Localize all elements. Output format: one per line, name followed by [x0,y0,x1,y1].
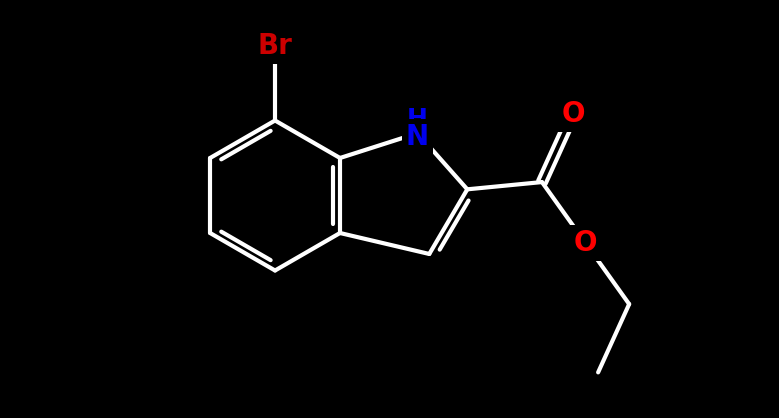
Text: Br: Br [258,31,292,59]
Text: O: O [561,100,585,128]
Text: N: N [406,123,429,151]
Text: H: H [407,107,428,131]
Text: O: O [574,229,597,257]
